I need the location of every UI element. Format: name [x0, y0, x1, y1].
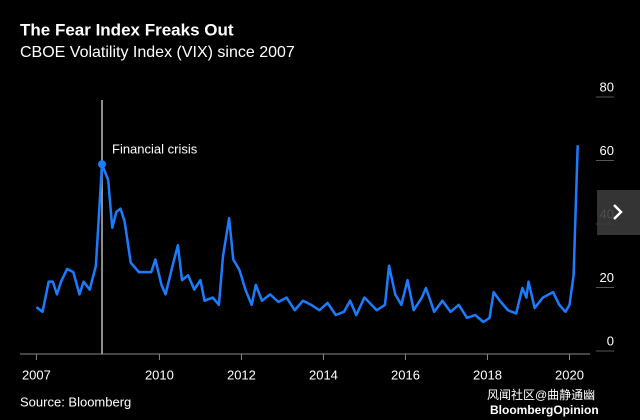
- logo: BloombergOpinion: [490, 403, 599, 417]
- chart-title: The Fear Index Freaks Out: [20, 20, 234, 39]
- x-tick-label: 2018: [473, 367, 502, 382]
- x-tick-label: 2010: [145, 367, 174, 382]
- y-tick-label: 60: [600, 143, 614, 158]
- annotation-dot: [98, 160, 107, 169]
- y-tick-label: 20: [600, 270, 614, 285]
- x-tick-label: 2007: [22, 367, 51, 382]
- source: Source: Bloomberg: [20, 394, 131, 409]
- y-tick-label: 80: [600, 79, 614, 94]
- x-tick-label: 2014: [309, 367, 338, 382]
- watermark: 风闻社区@曲静通幽: [487, 387, 595, 402]
- y-tick-label: 0: [607, 333, 614, 348]
- annotation-label: Financial crisis: [112, 142, 198, 157]
- next-button[interactable]: [597, 190, 640, 235]
- chevron: [613, 204, 623, 220]
- x-tick-label: 2016: [391, 367, 420, 382]
- x-tick-label: 2012: [227, 367, 256, 382]
- chart-subtitle: CBOE Volatility Index (VIX) since 2007: [20, 44, 295, 61]
- x-tick-label: 2020: [555, 367, 584, 382]
- line: [35, 145, 579, 324]
